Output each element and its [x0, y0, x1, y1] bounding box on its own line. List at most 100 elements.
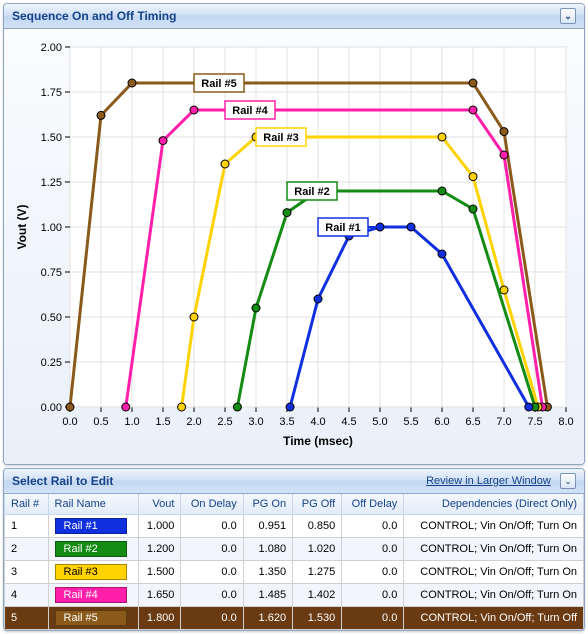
- table-cell: 0.0: [181, 561, 243, 584]
- chart-panel-body: 0.00.51.01.52.02.53.03.54.04.55.05.56.06…: [4, 29, 584, 464]
- svg-text:Rail #5: Rail #5: [201, 78, 236, 90]
- series-marker: [128, 79, 136, 87]
- x-tick-label: 0.5: [93, 416, 108, 428]
- series-marker: [438, 250, 446, 258]
- col-header[interactable]: Dependencies (Direct Only): [404, 494, 584, 515]
- table-row[interactable]: 1Rail #11.0000.00.9510.8500.0CONTROL; Vi…: [5, 515, 584, 538]
- series-marker: [283, 209, 291, 217]
- chart-panel: Sequence On and Off Timing ⌄ 0.00.51.01.…: [3, 3, 585, 465]
- table-cell: 1.350: [243, 561, 292, 584]
- table-cell: 1.080: [243, 538, 292, 561]
- series-marker: [233, 403, 241, 411]
- x-tick-label: 2.0: [186, 416, 201, 428]
- chevron-down-icon: ⌄: [564, 11, 572, 22]
- y-tick-label: 0.50: [41, 312, 62, 324]
- x-tick-label: 3.5: [279, 416, 294, 428]
- table-cell: 1.485: [243, 584, 292, 607]
- y-tick-label: 2.00: [41, 42, 62, 54]
- col-header[interactable]: Rail #: [5, 494, 49, 515]
- review-larger-link[interactable]: Review in Larger Window: [426, 475, 551, 487]
- y-tick-label: 0.00: [41, 402, 62, 414]
- series-marker: [525, 403, 533, 411]
- table-cell: 1.275: [293, 561, 342, 584]
- chart-panel-toggle[interactable]: ⌄: [560, 8, 576, 24]
- series-marker: [469, 205, 477, 213]
- table-cell: 1.000: [138, 515, 181, 538]
- table-cell: 0.0: [342, 515, 404, 538]
- rails-table: Rail #Rail NameVoutOn DelayPG OnPG OffOf…: [4, 494, 584, 630]
- table-cell: 0.0: [342, 561, 404, 584]
- table-panel-body: Rail #Rail NameVoutOn DelayPG OnPG OffOf…: [4, 494, 584, 630]
- table-cell: 0.951: [243, 515, 292, 538]
- table-row[interactable]: 2Rail #21.2000.01.0801.0200.0CONTROL; Vi…: [5, 538, 584, 561]
- table-cell: 1: [5, 515, 49, 538]
- col-header[interactable]: PG On: [243, 494, 292, 515]
- svg-text:Rail #3: Rail #3: [263, 132, 298, 144]
- x-tick-label: 8.0: [558, 416, 573, 428]
- table-panel-title: Select Rail to Edit: [12, 474, 113, 488]
- table-cell: 1.530: [293, 607, 342, 630]
- chart-panel-title: Sequence On and Off Timing: [12, 9, 176, 23]
- series-marker: [469, 79, 477, 87]
- svg-text:Rail #2: Rail #2: [294, 186, 329, 198]
- series-marker: [438, 187, 446, 195]
- table-cell: 4: [5, 584, 49, 607]
- table-cell: 5: [5, 607, 49, 630]
- series-marker: [122, 403, 130, 411]
- col-header[interactable]: Vout: [138, 494, 181, 515]
- table-cell: 1.402: [293, 584, 342, 607]
- table-row[interactable]: 4Rail #41.6500.01.4851.4020.0CONTROL; Vi…: [5, 584, 584, 607]
- chart-svg: 0.00.51.01.52.02.53.03.54.04.55.05.56.06…: [10, 35, 578, 453]
- x-axis-label: Time (msec): [283, 434, 353, 448]
- table-cell: 1.200: [138, 538, 181, 561]
- col-header[interactable]: PG Off: [293, 494, 342, 515]
- table-panel-toggle[interactable]: ⌄: [560, 473, 576, 489]
- table-panel-header: Select Rail to Edit Review in Larger Win…: [4, 469, 584, 494]
- series-marker: [190, 106, 198, 114]
- chart: 0.00.51.01.52.02.53.03.54.04.55.05.56.06…: [10, 35, 578, 458]
- table-cell: 0.0: [181, 607, 243, 630]
- col-header[interactable]: Rail Name: [48, 494, 138, 515]
- table-cell: Rail #1: [48, 515, 138, 538]
- rail-chip: Rail #1: [55, 518, 127, 534]
- x-tick-label: 2.5: [217, 416, 232, 428]
- series-marker: [221, 160, 229, 168]
- x-tick-label: 7.0: [496, 416, 511, 428]
- series-marker: [252, 304, 260, 312]
- table-cell: 2: [5, 538, 49, 561]
- x-tick-label: 1.5: [155, 416, 170, 428]
- table-cell: 0.0: [342, 584, 404, 607]
- table-cell: CONTROL; Vin On/Off; Turn On: [404, 561, 584, 584]
- x-tick-label: 3.0: [248, 416, 263, 428]
- x-tick-label: 7.5: [527, 416, 542, 428]
- table-row[interactable]: 3Rail #31.5000.01.3501.2750.0CONTROL; Vi…: [5, 561, 584, 584]
- table-cell: 1.500: [138, 561, 181, 584]
- series-marker: [286, 403, 294, 411]
- table-cell: 0.0: [342, 538, 404, 561]
- series-marker: [500, 151, 508, 159]
- x-tick-label: 4.0: [310, 416, 325, 428]
- table-row[interactable]: 5Rail #51.8000.01.6201.5300.0CONTROL; Vi…: [5, 607, 584, 630]
- col-header[interactable]: Off Delay: [342, 494, 404, 515]
- chart-panel-header: Sequence On and Off Timing ⌄: [4, 4, 584, 29]
- table-cell: CONTROL; Vin On/Off; Turn On: [404, 584, 584, 607]
- col-header[interactable]: On Delay: [181, 494, 243, 515]
- table-cell: 0.0: [181, 584, 243, 607]
- rails-table-body: 1Rail #11.0000.00.9510.8500.0CONTROL; Vi…: [5, 515, 584, 630]
- rail-chip: Rail #3: [55, 564, 127, 580]
- y-tick-label: 1.50: [41, 132, 62, 144]
- series-marker: [469, 173, 477, 181]
- series-marker: [178, 403, 186, 411]
- y-tick-label: 1.00: [41, 222, 62, 234]
- table-cell: Rail #3: [48, 561, 138, 584]
- svg-text:Rail #1: Rail #1: [325, 222, 360, 234]
- series-marker: [438, 133, 446, 141]
- table-cell: 1.620: [243, 607, 292, 630]
- x-tick-label: 1.0: [124, 416, 139, 428]
- series-marker: [66, 403, 74, 411]
- table-cell: 1.650: [138, 584, 181, 607]
- table-cell: CONTROL; Vin On/Off; Turn On: [404, 538, 584, 561]
- rail-chip: Rail #4: [55, 587, 127, 603]
- table-cell: 1.800: [138, 607, 181, 630]
- x-tick-label: 6.5: [465, 416, 480, 428]
